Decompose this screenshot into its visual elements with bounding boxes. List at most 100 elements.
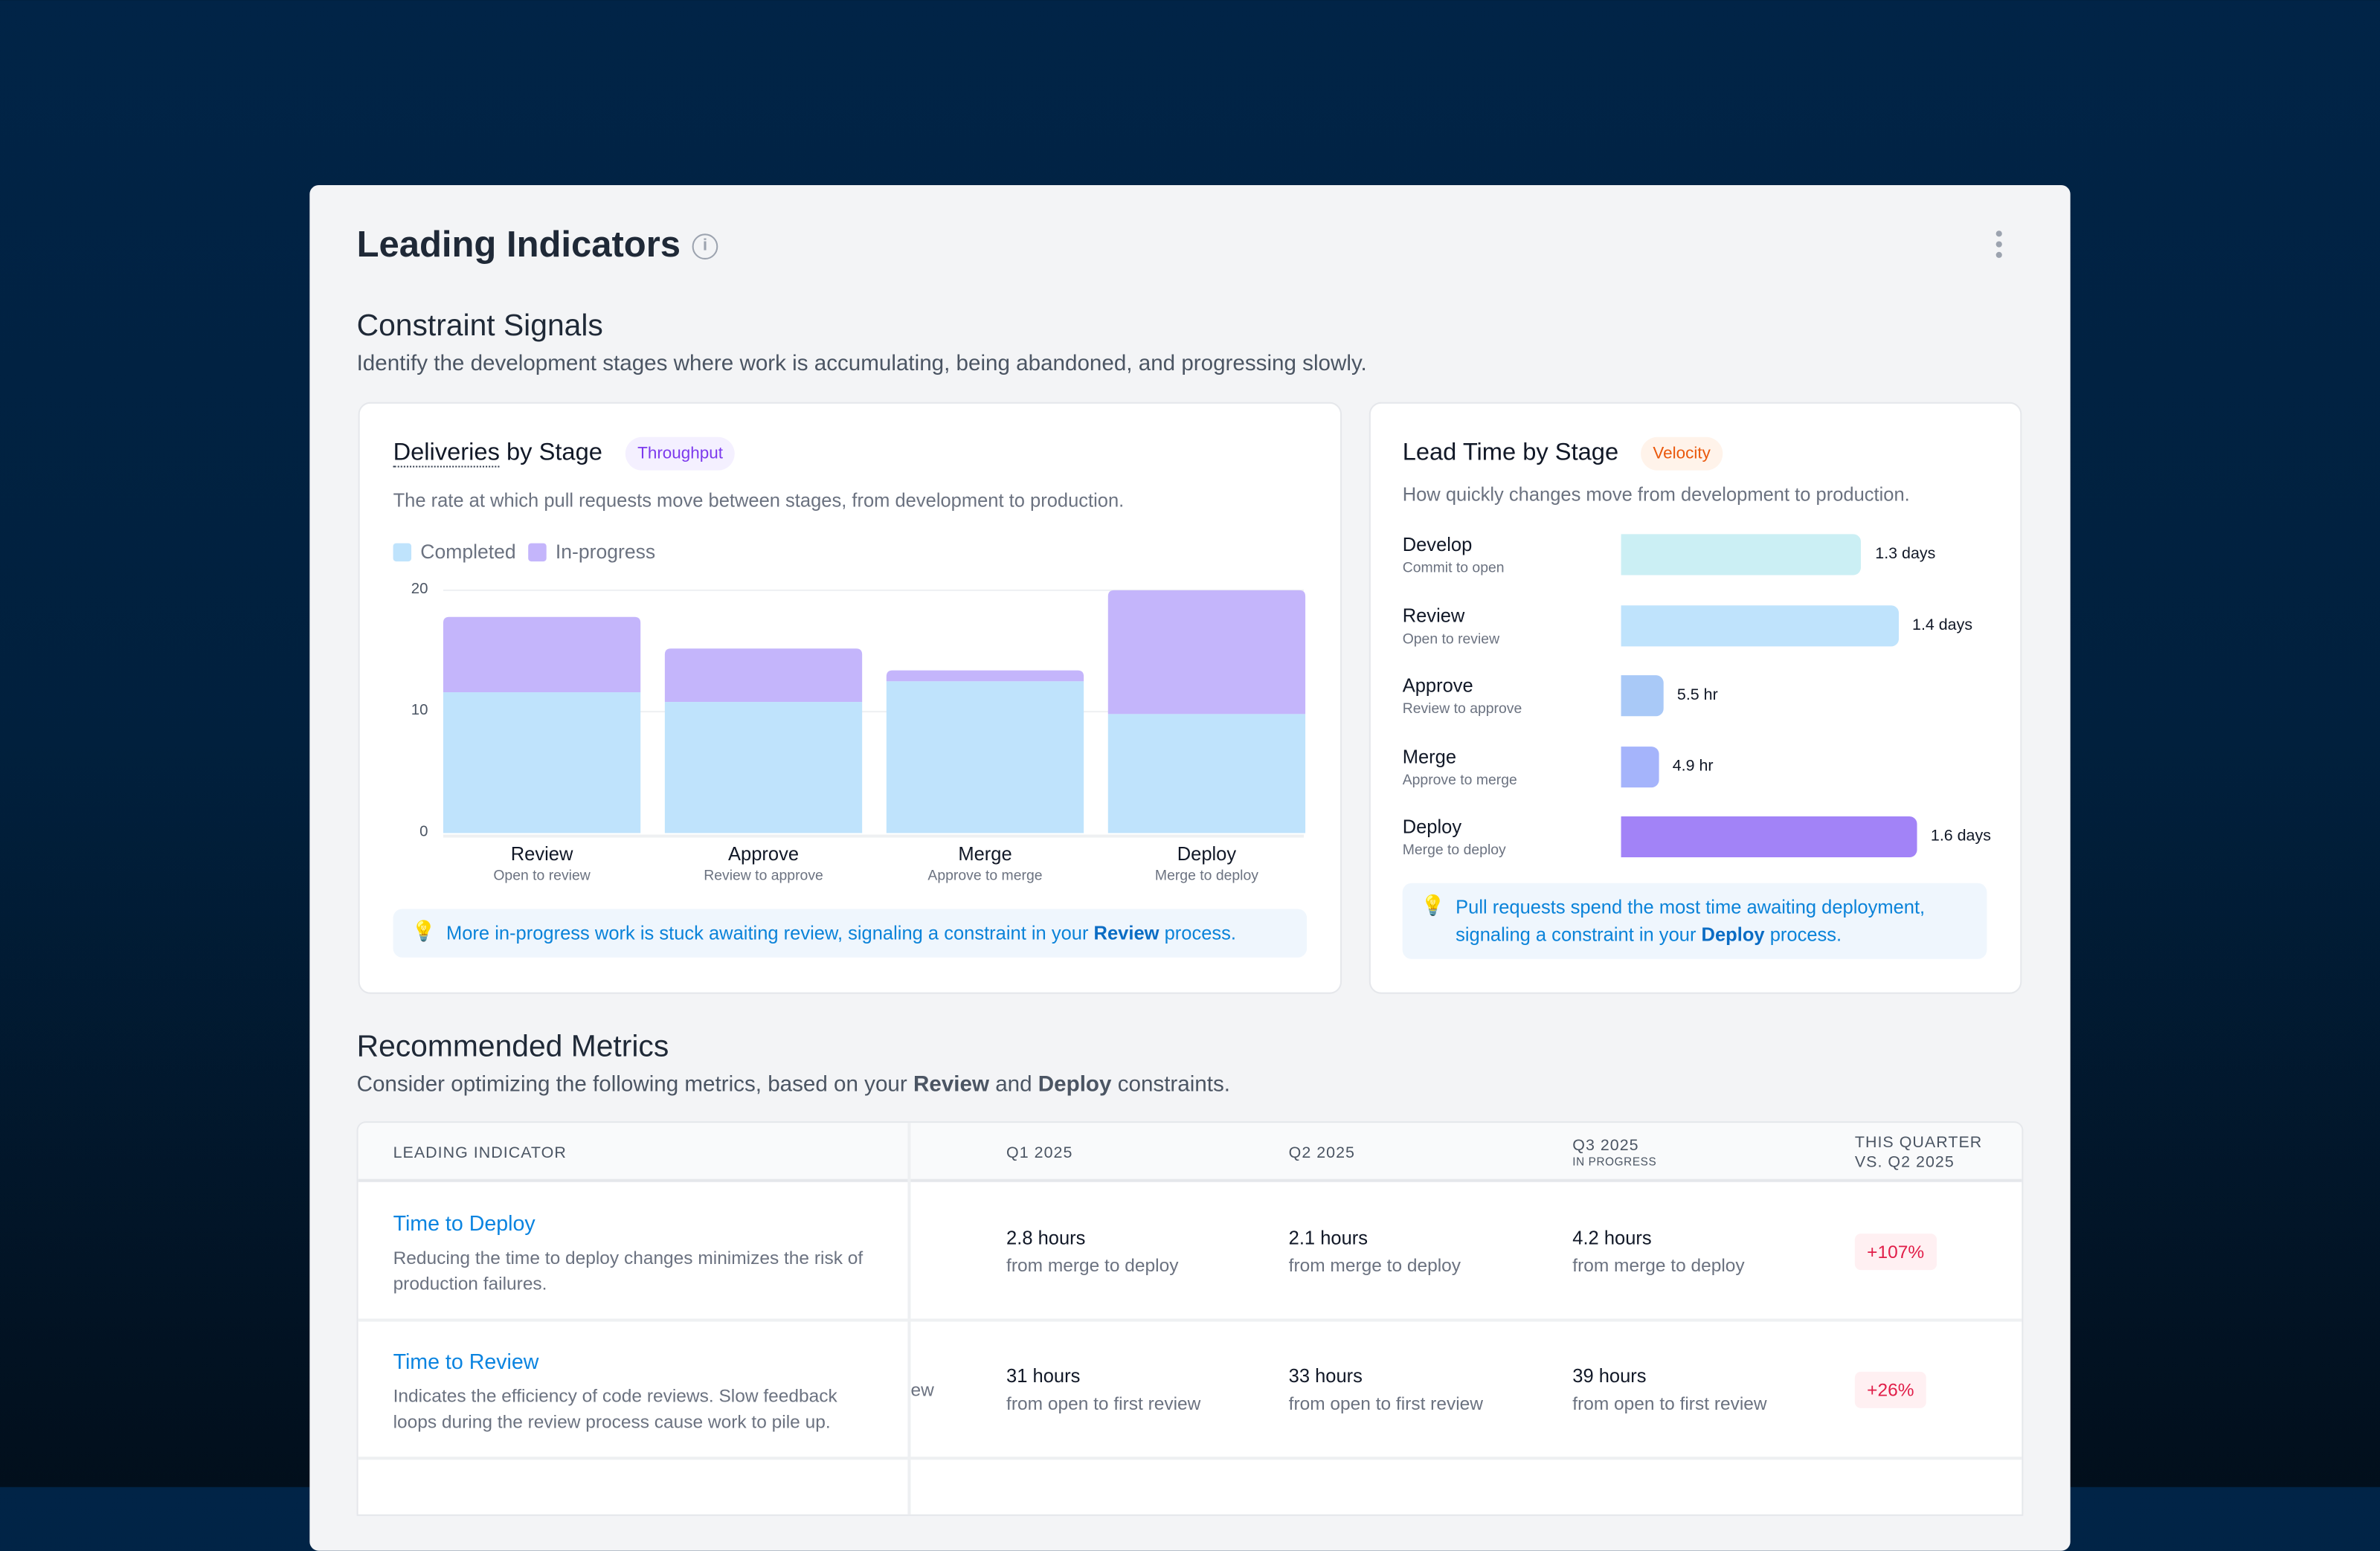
insight-stage: Review xyxy=(1093,922,1160,944)
lightbulb-icon: 💡 xyxy=(411,919,437,943)
cell-q2: 2.1 hours from merge to deploy xyxy=(1289,1228,1461,1276)
cell-q1: 2.8 hours from merge to deploy xyxy=(1006,1228,1178,1276)
leadtime-bar-review xyxy=(1621,604,1899,646)
col-q2: Q2 2025 xyxy=(1288,1144,1356,1163)
col-q3: Q3 2025 IN PROGRESS xyxy=(1572,1137,1656,1169)
section-subtitle-constraints: Identify the development stages where wo… xyxy=(356,352,1367,377)
y-tick-label: 10 xyxy=(411,702,428,720)
stage-sub: Commit to open xyxy=(1402,560,1505,577)
bar-in-progress-review xyxy=(443,616,641,693)
info-icon[interactable]: i xyxy=(692,233,718,259)
cell-unit: from open to first review xyxy=(1572,1393,1767,1415)
leadtime-bar-deploy xyxy=(1621,816,1917,858)
section-title-constraints: Constraint Signals xyxy=(356,309,603,344)
deliveries-title: Deliveries by Stage xyxy=(393,439,602,468)
cell-value: 33 hours xyxy=(1288,1365,1363,1387)
table-row: Time to Deploy Reducing the time to deplo… xyxy=(358,1184,2022,1322)
metric-description: Indicates the efficiency of code reviews… xyxy=(393,1385,837,1433)
legend-swatch xyxy=(528,542,547,561)
stage-sub: Open to review xyxy=(1402,630,1500,648)
subtitle-stage: Review xyxy=(913,1072,989,1097)
leadtime-description: How quickly changes move from developmen… xyxy=(1402,484,1910,506)
y-tick-label: 20 xyxy=(411,581,428,599)
cell-unit: from open to first review xyxy=(1288,1393,1483,1415)
insight-text: More in-progress work is stuck awaiting … xyxy=(446,922,1094,944)
bar-completed-merge xyxy=(886,681,1084,833)
col-change: THIS QUARTER VS. Q2 2025 xyxy=(1855,1133,1982,1173)
stage-name: Review xyxy=(1402,604,1465,626)
change-badge: +26% xyxy=(1854,1371,1926,1408)
table-row xyxy=(358,1460,2022,1514)
cell-q1: 31 hours from open to first review xyxy=(1006,1366,1200,1414)
table-header: LEADING INDICATOR Q1 2025 Q2 2025 Q3 202… xyxy=(358,1123,2022,1182)
deliveries-insight: 💡 More in-progress work is stuck awaitin… xyxy=(393,909,1308,958)
x-sublabel: Open to review xyxy=(493,868,591,885)
insight-text-end: process. xyxy=(1159,922,1237,944)
legend-in-progress: In-progress xyxy=(528,540,656,564)
stage-name: Deploy xyxy=(1402,816,1462,838)
deliveries-title-rest: by Stage xyxy=(499,439,602,466)
legend-swatch xyxy=(393,542,412,561)
kebab-menu-icon[interactable] xyxy=(1988,230,2010,261)
cell-unit: from merge to deploy xyxy=(1006,1254,1179,1277)
change-badge: +107% xyxy=(1854,1234,1937,1271)
cell-value: 2.1 hours xyxy=(1288,1228,1368,1249)
deliveries-chart xyxy=(443,589,1306,838)
insight-text-end: process. xyxy=(1764,923,1842,946)
cell-unit: from merge to deploy xyxy=(1288,1254,1461,1277)
leadtime-value: 1.3 days xyxy=(1875,544,1936,564)
section-subtitle-recommended: Consider optimizing the following metric… xyxy=(357,1073,1230,1097)
stage-name: Develop xyxy=(1402,534,1473,555)
x-label: Deploy xyxy=(1177,843,1237,865)
legend-label: In-progress xyxy=(555,540,656,564)
deliveries-term[interactable]: Deliveries xyxy=(393,439,500,468)
col-change-line1: THIS QUARTER xyxy=(1854,1133,1983,1152)
col-indicator: LEADING INDICATOR xyxy=(393,1144,567,1163)
bar-completed-deploy xyxy=(1107,714,1306,833)
subtitle-text: constraints. xyxy=(1111,1072,1231,1097)
cell-q3: 4.2 hours from merge to deploy xyxy=(1572,1228,1744,1276)
x-label: Review xyxy=(510,843,573,865)
x-label: Approve xyxy=(728,843,800,865)
x-sublabel: Review to approve xyxy=(704,868,823,885)
cell-q3: 39 hours from open to first review xyxy=(1572,1366,1766,1414)
legend-completed: Completed xyxy=(393,540,516,564)
stage-sub: Review to approve xyxy=(1402,700,1522,718)
legend-label: Completed xyxy=(420,540,516,564)
x-sublabel: Merge to deploy xyxy=(1154,868,1258,885)
deliveries-description: The rate at which pull requests move bet… xyxy=(393,490,1125,512)
cell-value: 4.2 hours xyxy=(1572,1228,1652,1249)
bar-in-progress-deploy xyxy=(1107,590,1306,715)
y-tick-label: 0 xyxy=(419,824,428,841)
throughput-badge: Throughput xyxy=(625,436,736,471)
col-q3-note: IN PROGRESS xyxy=(1572,1155,1657,1169)
cell-q2: 33 hours from open to first review xyxy=(1289,1366,1483,1414)
leadtime-value: 5.5 hr xyxy=(1676,686,1718,704)
cell-value: 2.8 hours xyxy=(1006,1228,1086,1249)
x-label: Merge xyxy=(958,843,1012,865)
cell-value: 39 hours xyxy=(1572,1365,1647,1387)
subtitle-stage: Deploy xyxy=(1038,1072,1112,1097)
leadtime-bar-merge xyxy=(1621,746,1659,787)
metric-name-link[interactable]: Time to Review xyxy=(393,1349,539,1373)
x-sublabel: Approve to merge xyxy=(927,868,1043,885)
bar-in-progress-merge xyxy=(886,670,1084,682)
metric-description: Reducing the time to deploy changes mini… xyxy=(393,1247,863,1294)
column-divider xyxy=(907,1123,911,1515)
col-change-line2: VS. Q2 2025 xyxy=(1854,1153,1955,1172)
subtitle-text: Consider optimizing the following metric… xyxy=(356,1072,913,1097)
lightbulb-icon: 💡 xyxy=(1421,894,1446,917)
cell-value: 31 hours xyxy=(1006,1365,1081,1387)
stage-sub: Approve to merge xyxy=(1402,771,1517,789)
velocity-badge: Velocity xyxy=(1641,436,1723,471)
bar-completed-approve xyxy=(664,702,863,833)
stage-name: Merge xyxy=(1402,746,1457,767)
bar-completed-review xyxy=(443,692,641,833)
table-row: Time to Review Indicates the efficiency o… xyxy=(358,1322,2022,1460)
leadtime-value: 1.4 days xyxy=(1912,615,1973,634)
leadtime-bar-approve xyxy=(1621,675,1664,717)
leadtime-value: 1.6 days xyxy=(1930,827,1991,845)
leadtime-title: Lead Time by Stage xyxy=(1402,439,1619,466)
metric-name-link[interactable]: Time to Deploy xyxy=(393,1210,536,1236)
cell-unit: from merge to deploy xyxy=(1572,1254,1745,1277)
